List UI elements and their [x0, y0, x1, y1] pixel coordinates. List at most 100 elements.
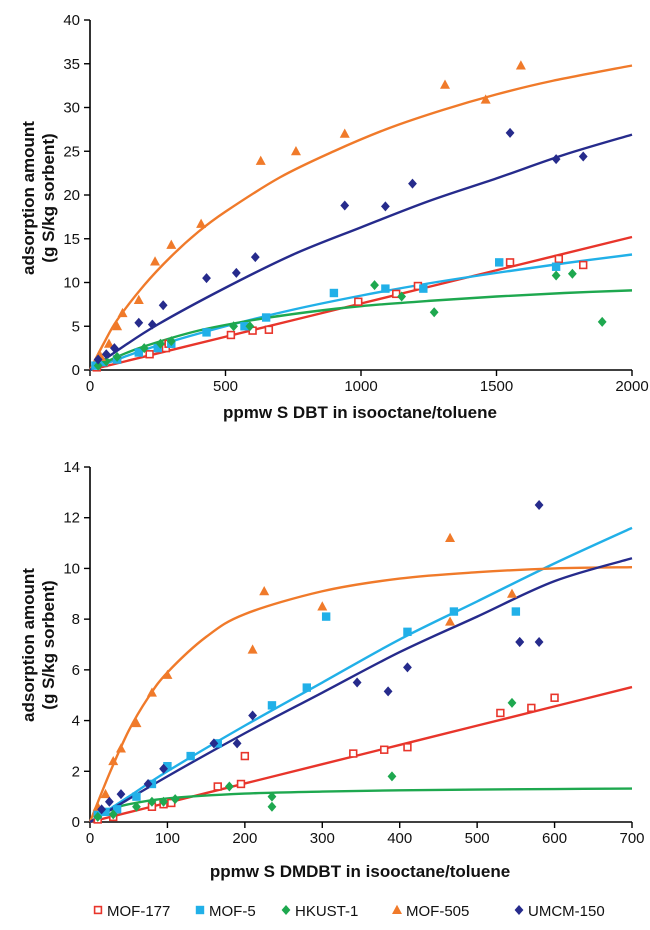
- legend-item-mof-177: MOF-177: [93, 903, 170, 920]
- legend-item-hkust-1: HKUST-1: [281, 903, 358, 920]
- top-fit-umcm-150: [89, 133, 633, 371]
- legend-marker-mof-177: [93, 905, 103, 915]
- bottom-point-mof-505: [100, 788, 111, 799]
- legend-label-mof-505: MOF-505: [406, 903, 469, 920]
- legend-label-umcm-150: UMCM-150: [528, 903, 605, 920]
- top-point-hkust-1: [567, 268, 577, 279]
- bottom-point-mof-5: [403, 627, 412, 637]
- top-point-hkust-1: [156, 338, 165, 349]
- top-point-umcm-150: [505, 127, 515, 138]
- top-point-mof-5: [261, 313, 271, 322]
- bottom-x-tick-label: 300: [310, 830, 335, 847]
- top-y-tick-label: 0: [72, 362, 80, 379]
- bottom-point-mof-5: [112, 805, 122, 814]
- top-y-tick-label: 15: [63, 231, 80, 248]
- legend-marker-mof-505: [392, 904, 402, 914]
- bottom-point-umcm-150: [232, 738, 242, 749]
- bottom-point-mof-505: [259, 586, 270, 596]
- top-point-mof-177: [354, 297, 363, 306]
- bottom-point-hkust-1: [108, 809, 118, 820]
- bottom-point-umcm-150: [104, 796, 114, 807]
- bottom-point-umcm-150: [209, 738, 219, 749]
- top-point-hkust-1: [112, 351, 122, 362]
- top-point-mof-505: [440, 79, 451, 89]
- top-y-tick-label: 35: [63, 56, 80, 73]
- top-point-mof-505: [166, 239, 177, 249]
- top-point-hkust-1: [101, 356, 111, 367]
- bottom-point-umcm-150: [97, 804, 107, 815]
- bottom-y-tick-label: 2: [72, 763, 80, 780]
- bottom-fit-umcm-150: [89, 557, 633, 824]
- top-point-umcm-150: [250, 252, 260, 263]
- bottom-y-tick-label: 8: [72, 611, 80, 628]
- bottom-point-mof-505: [445, 532, 456, 542]
- bottom-point-mof-505: [506, 588, 517, 598]
- top-point-hkust-1: [597, 316, 607, 327]
- bottom-point-mof-505: [146, 687, 157, 697]
- bottom-point-mof-505: [445, 616, 456, 626]
- bottom-point-mof-177: [527, 703, 536, 713]
- bottom-fit-mof-505: [88, 565, 633, 823]
- top-x-tick-label: 500: [213, 378, 238, 395]
- bottom-point-umcm-150: [352, 677, 362, 688]
- top-point-umcm-150: [93, 354, 103, 365]
- top-x-tick-label: 0: [86, 378, 94, 395]
- bottom-y-tick-label: 14: [63, 459, 80, 476]
- bottom-point-umcm-150: [515, 636, 525, 647]
- legend-item-umcm-150: UMCM-150: [514, 903, 605, 920]
- bottom-point-umcm-150: [143, 778, 153, 789]
- top-point-mof-505: [196, 218, 207, 228]
- top-fit-mof-505: [88, 64, 633, 371]
- bottom-point-umcm-150: [116, 789, 126, 800]
- bottom-point-hkust-1: [387, 771, 397, 782]
- top-point-umcm-150: [340, 200, 350, 211]
- top-y-tick-label: 40: [63, 12, 80, 29]
- top-point-umcm-150: [134, 317, 144, 328]
- dmdbt-adsorption-chart: ppmw S DMDBT in isooctane/toluene adsorp…: [19, 459, 645, 881]
- dbt-adsorption-chart: ppmw S DBT in isooctane/toluene adsorpti…: [19, 12, 649, 422]
- top-point-hkust-1: [551, 270, 561, 281]
- bottom-x-tick-label: 600: [542, 830, 567, 847]
- top-point-umcm-150: [147, 319, 157, 330]
- top-point-hkust-1: [429, 307, 439, 318]
- bottom-point-mof-5: [101, 807, 110, 817]
- bottom-point-hkust-1: [507, 697, 517, 708]
- top-point-mof-5: [202, 328, 211, 337]
- bottom-point-mof-177: [236, 779, 246, 789]
- top-point-umcm-150: [231, 267, 241, 278]
- bottom-point-umcm-150: [383, 686, 393, 697]
- legend-marker-umcm-150: [514, 905, 524, 915]
- bottom-point-mof-177: [240, 751, 250, 761]
- top-point-mof-5: [381, 284, 390, 293]
- bottom-point-hkust-1: [93, 811, 103, 822]
- top-point-hkust-1: [370, 280, 379, 291]
- top-point-hkust-1: [139, 343, 149, 354]
- bottom-y-tick-label: 0: [72, 814, 80, 831]
- bottom-x-tick-label: 200: [232, 830, 257, 847]
- top-point-mof-177: [226, 330, 236, 340]
- top-y-tick-label: 30: [63, 100, 80, 117]
- bottom-point-mof-505: [317, 601, 328, 611]
- bottom-x-tick-label: 100: [155, 830, 180, 847]
- top-x-tick-label: 2000: [615, 378, 648, 395]
- chart-bottom-ylabel-line1: adsorption amount: [19, 568, 38, 722]
- top-point-umcm-150: [380, 201, 390, 212]
- legend-item-mof-5: MOF-5: [195, 903, 256, 920]
- top-y-tick-label: 20: [63, 187, 80, 204]
- top-point-hkust-1: [397, 291, 407, 302]
- legend-item-mof-505: MOF-505: [392, 903, 469, 920]
- bottom-point-mof-177: [403, 742, 412, 752]
- bottom-point-mof-5: [163, 762, 172, 771]
- bottom-point-hkust-1: [147, 796, 157, 807]
- bottom-point-hkust-1: [132, 801, 141, 812]
- bottom-point-mof-5: [449, 607, 459, 616]
- bottom-x-tick-label: 400: [387, 830, 412, 847]
- chart-bottom-ylabel-line2: (g S/kg sorbent): [39, 580, 58, 709]
- top-point-umcm-150: [101, 349, 111, 360]
- bottom-point-mof-177: [550, 693, 559, 702]
- top-point-umcm-150: [158, 300, 168, 311]
- top-point-mof-5: [419, 284, 428, 293]
- top-point-mof-505: [515, 60, 526, 70]
- legend: MOF-177 MOF-5 HKUST-1 MOF-505 UMCM-150: [93, 903, 605, 920]
